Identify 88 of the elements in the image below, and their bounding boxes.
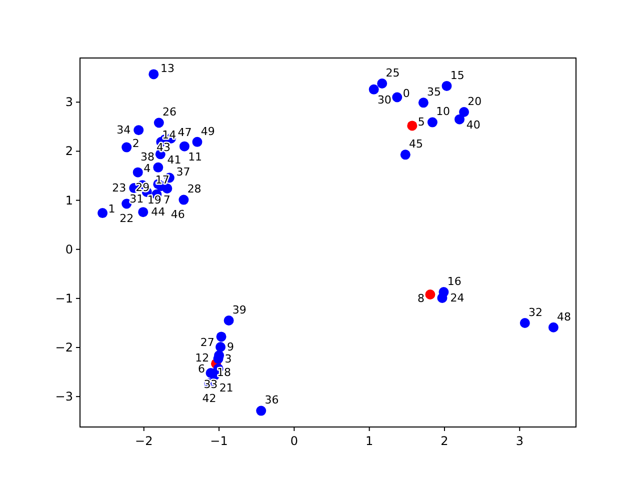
point xyxy=(548,322,558,332)
annotation: 21 xyxy=(219,382,234,395)
annotation: 47 xyxy=(178,126,192,140)
annotation: 38 xyxy=(140,150,155,164)
point xyxy=(138,207,148,218)
point xyxy=(392,92,402,102)
annotation: 11 xyxy=(188,150,202,164)
annotation: 23 xyxy=(112,182,126,195)
annotation: 31 xyxy=(130,192,144,206)
annotation: 2 xyxy=(132,136,140,150)
annotation: 46 xyxy=(170,208,185,221)
point xyxy=(154,118,164,128)
annotation: 26 xyxy=(162,106,177,119)
point xyxy=(122,142,132,152)
point xyxy=(216,332,226,342)
annotation: 12 xyxy=(195,351,210,364)
annotation: 27 xyxy=(200,336,214,349)
point xyxy=(520,318,530,328)
annotation: 44 xyxy=(151,206,166,219)
x-tick-label: −2 xyxy=(135,434,153,448)
point xyxy=(377,78,388,89)
x-tick-label: 2 xyxy=(440,434,448,448)
point xyxy=(454,114,465,124)
point xyxy=(442,80,452,91)
point xyxy=(407,120,418,131)
x-tick-label: −1 xyxy=(210,434,228,448)
point xyxy=(216,342,226,352)
annotation: 24 xyxy=(450,291,464,304)
y-tick-label: 0 xyxy=(65,242,73,256)
point xyxy=(179,141,190,152)
y-tick-label: −3 xyxy=(55,390,73,404)
annotation: 40 xyxy=(466,118,480,132)
point xyxy=(256,406,266,416)
annotation: 15 xyxy=(450,68,464,82)
annotation: 28 xyxy=(187,182,202,196)
point xyxy=(98,208,108,218)
point xyxy=(134,125,144,136)
annotation: 41 xyxy=(167,153,182,166)
annotation: 7 xyxy=(163,193,170,206)
annotation: 8 xyxy=(417,292,424,305)
annotation: 5 xyxy=(418,115,425,128)
x-tick-label: 0 xyxy=(290,434,298,448)
point xyxy=(192,136,202,147)
annotation: 45 xyxy=(409,138,424,151)
y-tick-label: 3 xyxy=(65,95,73,110)
annotation: 29 xyxy=(136,181,150,194)
annotation: 35 xyxy=(427,86,442,99)
annotation: 0 xyxy=(402,86,410,100)
point xyxy=(400,150,410,160)
annotation: 30 xyxy=(377,94,392,107)
y-tick-label: 1 xyxy=(65,193,73,208)
annotation: 37 xyxy=(176,165,190,178)
point xyxy=(459,106,470,117)
annotation: 4 xyxy=(144,162,151,176)
annotation: 34 xyxy=(116,124,131,137)
annotation: 3 xyxy=(224,352,232,366)
x-tick-label: 1 xyxy=(366,434,374,448)
x-tick-label: 3 xyxy=(516,434,524,448)
y-tick-label: −2 xyxy=(55,340,73,355)
point xyxy=(148,69,159,80)
annotation: 9 xyxy=(227,340,234,354)
point xyxy=(418,98,428,108)
point xyxy=(224,316,234,326)
annotation: 36 xyxy=(264,394,279,407)
annotation: 25 xyxy=(386,66,400,80)
annotation: 13 xyxy=(160,62,175,75)
annotation: 16 xyxy=(447,274,462,288)
point xyxy=(368,84,379,94)
annotation: 42 xyxy=(202,392,216,405)
point xyxy=(427,117,438,128)
annotation: 43 xyxy=(156,140,170,154)
annotation: 48 xyxy=(557,310,572,324)
annotation: 20 xyxy=(468,94,482,108)
annotation: 49 xyxy=(200,124,215,138)
point xyxy=(437,292,448,303)
annotation: 1 xyxy=(108,202,116,216)
annotation: 6 xyxy=(198,362,206,376)
point xyxy=(178,194,189,205)
point xyxy=(153,162,164,172)
point xyxy=(425,290,436,300)
y-tick-label: −1 xyxy=(55,291,73,306)
y-tick-label: 2 xyxy=(65,144,73,158)
annotation: 39 xyxy=(232,303,246,316)
annotation: 22 xyxy=(120,212,134,226)
point xyxy=(162,184,172,194)
annotation: 32 xyxy=(528,306,543,319)
annotation: 10 xyxy=(436,105,450,118)
point xyxy=(132,167,143,178)
